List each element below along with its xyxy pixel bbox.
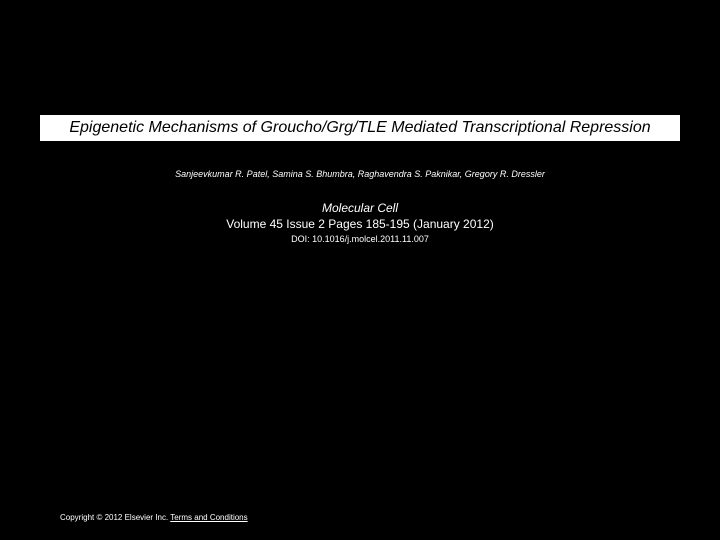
article-authors: Sanjeevkumar R. Patel, Samina S. Bhumbra… <box>0 169 720 179</box>
copyright-text: Copyright © 2012 Elsevier Inc. <box>60 513 168 522</box>
citation-info: Volume 45 Issue 2 Pages 185-195 (January… <box>0 217 720 231</box>
journal-name: Molecular Cell <box>0 201 720 215</box>
footer: Copyright © 2012 Elsevier Inc. Terms and… <box>60 513 248 522</box>
content-area: Epigenetic Mechanisms of Groucho/Grg/TLE… <box>0 115 720 244</box>
article-title: Epigenetic Mechanisms of Groucho/Grg/TLE… <box>40 115 680 141</box>
terms-link[interactable]: Terms and Conditions <box>170 513 247 522</box>
doi-info: DOI: 10.1016/j.molcel.2011.11.007 <box>0 234 720 244</box>
